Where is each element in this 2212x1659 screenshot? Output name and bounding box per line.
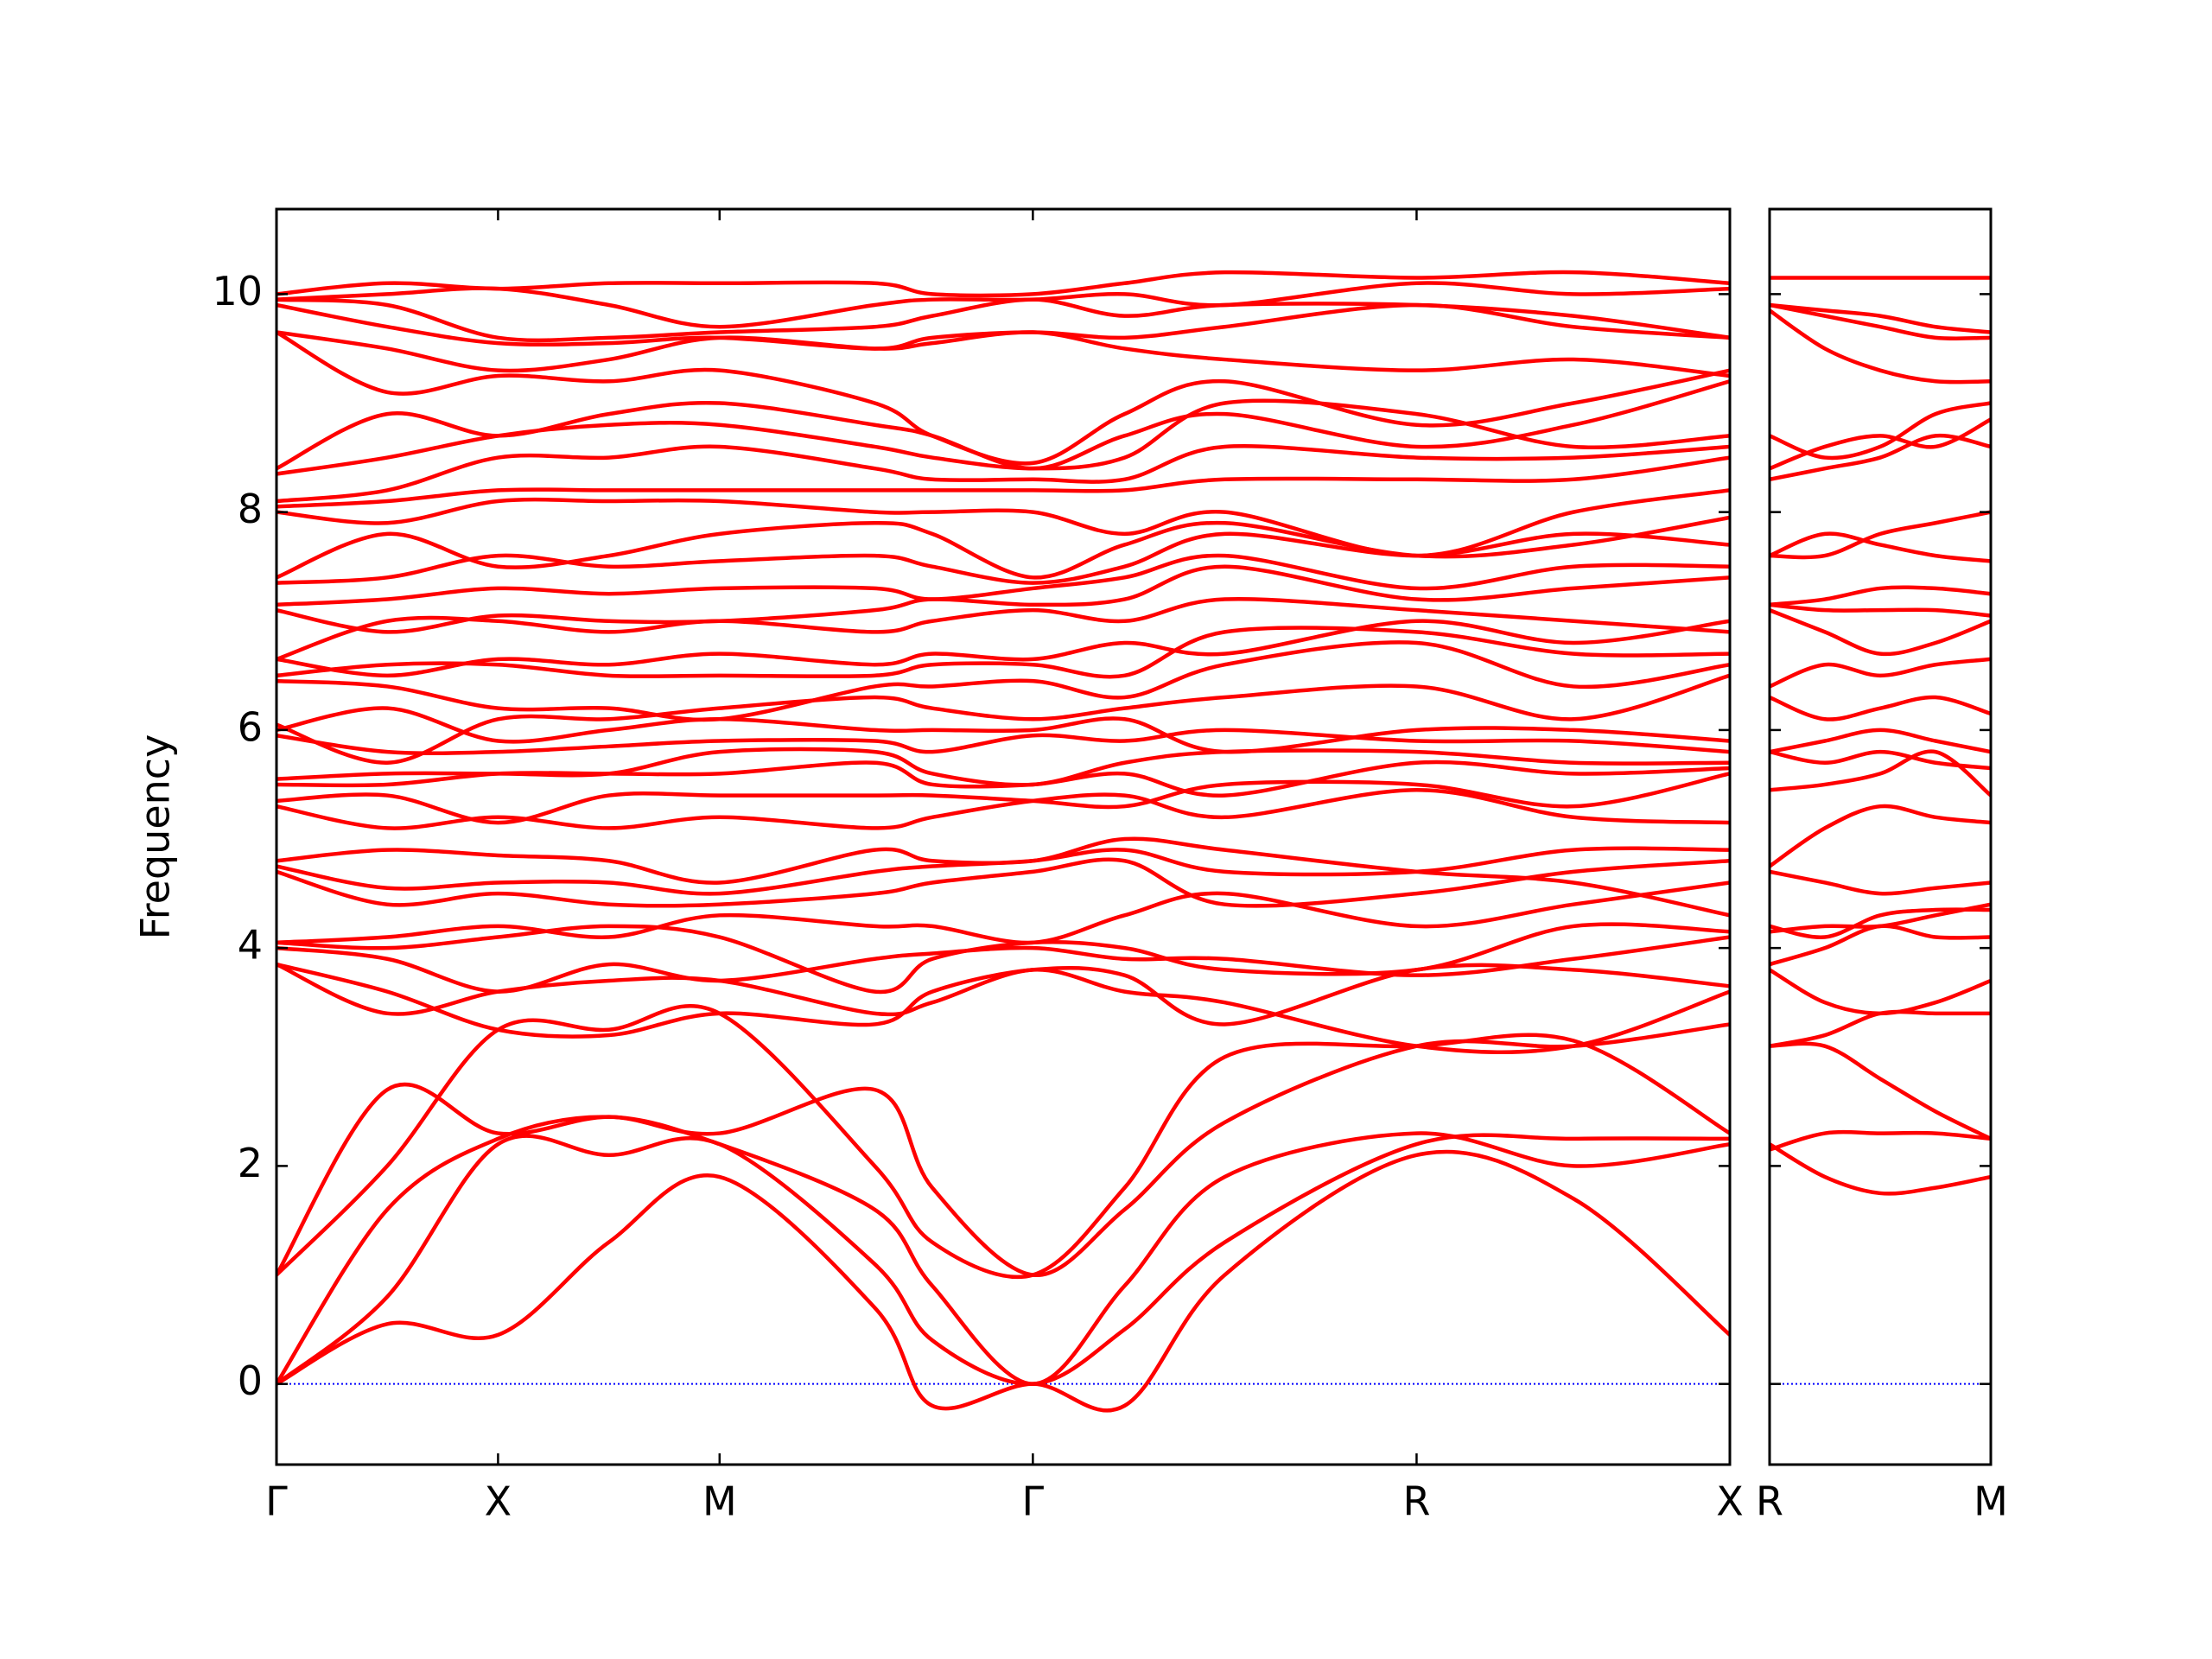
band-line xyxy=(276,640,1730,722)
band-line xyxy=(1770,1041,1991,1141)
y-tick-label: 8 xyxy=(238,486,263,532)
plot-area xyxy=(1770,276,1991,1385)
band-line xyxy=(276,1022,1730,1277)
band-line xyxy=(276,772,1730,825)
band-line xyxy=(1770,308,1991,385)
band-line xyxy=(276,619,1730,678)
band-line xyxy=(276,728,1730,756)
band-line xyxy=(276,922,1730,995)
plot-area xyxy=(276,270,1730,1413)
band-line xyxy=(276,706,1730,754)
band-line xyxy=(1770,902,1991,934)
band-line xyxy=(1770,657,1991,689)
band-line xyxy=(276,488,1730,558)
band-line xyxy=(276,962,1730,1039)
band-line xyxy=(1770,728,1991,754)
band-line xyxy=(276,963,1730,1055)
band-line xyxy=(276,1133,1730,1386)
band-line xyxy=(1770,1142,1991,1196)
x-tick-label: Γ xyxy=(1022,1478,1045,1525)
band-line xyxy=(276,553,1730,607)
band-line xyxy=(1770,302,1991,341)
band-line xyxy=(1770,869,1991,896)
band-line xyxy=(276,515,1730,580)
x-tick-label: X xyxy=(485,1478,512,1525)
x-tick-label: M xyxy=(702,1478,737,1525)
band-line xyxy=(1770,585,1991,607)
band-line xyxy=(276,455,1730,509)
band-line xyxy=(276,297,1730,343)
band-line xyxy=(1770,1009,1991,1048)
x-tick-label: M xyxy=(1974,1478,2008,1525)
band-line xyxy=(276,443,1730,504)
band-line xyxy=(276,747,1730,787)
band-line xyxy=(276,626,1730,679)
band-line xyxy=(1770,608,1991,657)
band-line xyxy=(1770,602,1991,618)
band-line xyxy=(276,836,1730,918)
band-line xyxy=(276,270,1730,298)
band-line xyxy=(276,330,1730,378)
x-tick-label: R xyxy=(1756,1478,1783,1525)
y-axis-label: Frequency xyxy=(132,734,179,940)
band-line xyxy=(1770,433,1991,482)
x-tick-label: X xyxy=(1716,1478,1744,1525)
band-line xyxy=(276,846,1730,896)
band-line xyxy=(1770,531,1991,563)
band-line xyxy=(276,673,1730,765)
band-line xyxy=(1770,417,1991,471)
band-line xyxy=(276,1149,1730,1413)
band-line xyxy=(1770,907,1991,939)
band-line xyxy=(1770,968,1991,1016)
band-line xyxy=(1770,302,1991,334)
band-line xyxy=(1770,924,1991,967)
x-tick-label: Γ xyxy=(265,1478,288,1525)
y-tick-label: 6 xyxy=(238,703,263,750)
axes-frame xyxy=(275,207,1732,1466)
band-line xyxy=(1770,510,1991,560)
y-tick-label: 0 xyxy=(238,1357,263,1404)
y-tick-label: 2 xyxy=(238,1140,263,1186)
band-line xyxy=(276,760,1730,798)
band-line xyxy=(276,330,1730,466)
band-line xyxy=(1770,749,1991,771)
band-line xyxy=(276,880,1730,945)
band-line xyxy=(1770,401,1991,461)
band-line xyxy=(1770,804,1991,868)
band-line xyxy=(276,788,1730,830)
band-line xyxy=(276,857,1730,908)
band-line xyxy=(276,1115,1730,1386)
band-line xyxy=(1770,695,1991,721)
y-tick-label: 4 xyxy=(238,922,263,969)
x-tick-label: R xyxy=(1402,1478,1430,1525)
band-line xyxy=(276,597,1730,662)
band-line xyxy=(276,935,1730,994)
axes-frame xyxy=(1768,207,1993,1466)
band-line xyxy=(1770,1129,1991,1152)
band-line xyxy=(276,379,1730,471)
y-tick-label: 10 xyxy=(212,268,263,315)
